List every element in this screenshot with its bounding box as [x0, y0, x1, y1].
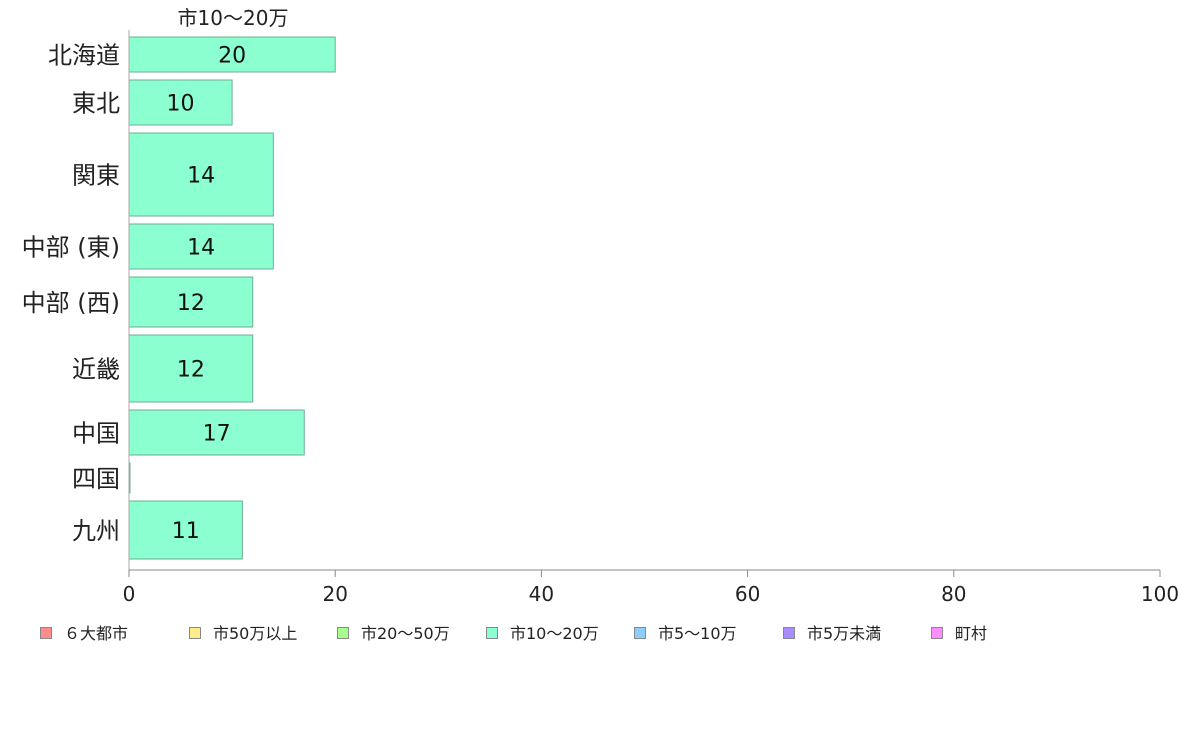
x-tick-label-60: 60 [735, 582, 760, 606]
x-tick-label-0: 0 [123, 582, 136, 606]
bar-1 [128, 36, 336, 73]
x-tick-label-80: 80 [941, 582, 966, 606]
legend-swatch-7 [931, 627, 943, 639]
bar-2 [128, 79, 233, 126]
legend-label-6: 市5万未満 [807, 624, 882, 643]
data-label-3: 14 [187, 164, 215, 189]
bar-9 [128, 500, 243, 560]
category-label-3: 関東 [72, 162, 120, 190]
legend-swatch-5 [634, 627, 646, 639]
bar-chart: 市10〜20万 北海道 20 東北 10 関東 14 中部 (東) 14 中部 (西) 12 近畿 1… [22, 6, 1179, 606]
legend-swatch-6 [783, 627, 795, 639]
bar-5 [128, 276, 254, 328]
legend-label-3: 市20〜50万 [361, 624, 450, 643]
category-label-5: 中部 (西) [22, 289, 120, 317]
data-label-6: 12 [177, 358, 205, 383]
data-label-7: 17 [203, 422, 231, 447]
category-label-1: 北海道 [48, 42, 120, 70]
x-tick-label-100: 100 [1141, 582, 1179, 606]
legend-label-7: 町村 [955, 624, 988, 643]
legend-swatch-2 [189, 627, 201, 639]
legend-label-4: 市10〜20万 [510, 624, 599, 643]
legend-swatch-3 [337, 627, 349, 639]
data-label-9: 11 [172, 519, 200, 544]
data-label-4: 14 [187, 236, 215, 261]
category-label-4: 中部 (東) [22, 234, 120, 262]
category-label-8: 四国 [72, 465, 120, 493]
data-label-5: 12 [177, 291, 205, 316]
x-tick-label-20: 20 [322, 582, 347, 606]
category-label-9: 九州 [72, 517, 120, 545]
bar-7 [128, 409, 305, 456]
data-label-2: 10 [167, 92, 195, 117]
bar-3 [128, 132, 274, 217]
bar-6 [128, 334, 254, 403]
x-tick-label-40: 40 [529, 582, 554, 606]
legend-swatch-1 [40, 627, 52, 639]
bar-4 [128, 223, 274, 270]
category-label-7: 中国 [72, 420, 120, 448]
legend-swatch-4 [486, 627, 498, 639]
category-label-6: 近畿 [72, 356, 120, 384]
legend-label-2: 市50万以上 [213, 624, 298, 643]
legend-label-5: 市5〜10万 [658, 624, 737, 643]
legend-label-1: ６大都市 [64, 624, 129, 643]
chart-title: 市10〜20万 [178, 6, 289, 30]
category-label-2: 東北 [72, 90, 120, 118]
data-label-1: 20 [218, 44, 246, 69]
